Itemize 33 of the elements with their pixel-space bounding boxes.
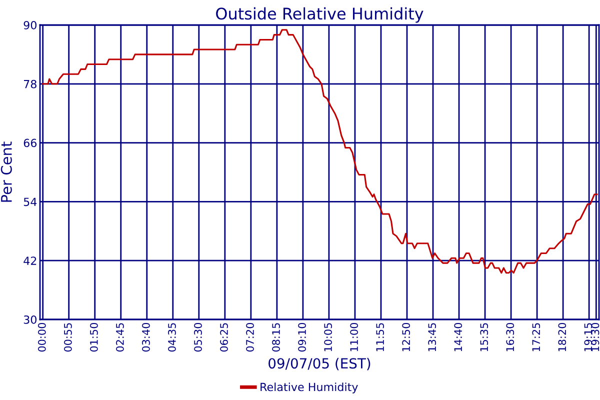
x-tick-label: 04:35 [168,323,176,352]
x-tick-label: 02:45 [116,323,124,352]
x-tick-label: 15:35 [480,323,488,352]
x-tick-label: 01:50 [90,322,98,352]
x-tick-label: 13:45 [428,323,436,352]
x-tick-label: 03:40 [142,322,150,352]
x-tick-label: 17:25 [532,323,540,352]
x-tick-label: 16:30 [506,322,514,352]
y-tick-label: 78 [24,80,36,88]
x-tick-label: 10:05 [324,323,332,352]
x-tick-label: 14:40 [454,322,462,352]
y-axis-title: Per Cent [0,142,12,202]
legend-label: Relative Humidity [260,382,358,394]
x-axis-title: 09/07/05 (EST) [268,358,370,370]
x-tick-label: 08:15 [272,323,280,352]
x-tick-label: 09:10 [298,322,306,352]
x-tick-label: 12:50 [402,322,410,352]
y-tick-label: 66 [24,138,37,148]
x-tick-label: 18:20 [558,322,566,352]
x-tick-label: 00:55 [64,323,72,352]
x-tick-label: 06:25 [220,323,228,352]
x-tick-label: 11:55 [376,323,384,352]
chart-title: Outside Relative Humidity [216,7,424,23]
y-tick-label: 54 [24,198,37,206]
line-series [42,29,598,274]
x-tick-label: 05:30 [194,322,202,352]
x-tick-label: 07:20 [246,322,254,352]
x-tick-label: 11:00 [350,322,358,352]
x-tick-label: 00:00 [38,322,46,352]
x-tick-label: 19:30 [591,322,600,352]
y-tick-label: 90 [24,20,36,30]
y-tick-label: 30 [24,315,36,324]
y-tick-label: 42 [24,256,36,265]
